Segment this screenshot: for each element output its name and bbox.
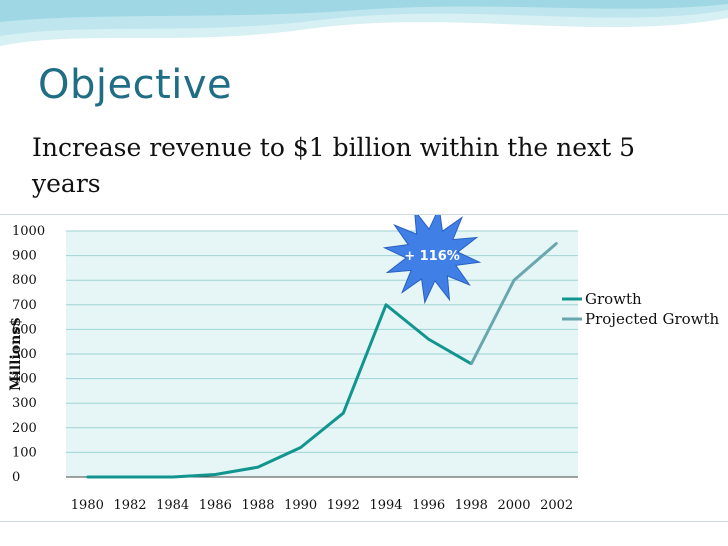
y-tick-label: 600 [12,322,37,337]
x-tick-label: 1994 [369,498,402,513]
callout-label: + 116% [404,249,460,264]
y-tick-label: 1000 [12,224,45,239]
starburst-callout [382,215,482,305]
data-point [256,465,260,469]
y-tick-label: 400 [12,372,37,387]
x-tick-label: 1980 [71,498,104,513]
wave-band-front [0,0,728,22]
legend-label: Growth [585,290,642,308]
y-tick-label: 100 [12,445,37,460]
y-axis-label: Millions$ [8,317,24,391]
y-tick-label: 800 [12,273,37,288]
header-wave-decoration [0,0,728,70]
data-point [384,303,388,306]
data-point [299,446,302,449]
y-tick-label: 0 [12,470,20,485]
series-line-growth [87,303,473,479]
chart-area: 0 100 200 300 400 500 600 700 800 900 1000 1980 1982… [0,214,728,522]
data-point [342,411,345,415]
x-tick-label: 1996 [412,498,445,513]
plot-group: 0 100 200 300 400 500 600 700 800 900 1000 1980 1982… [8,215,720,513]
data-point [427,338,430,341]
y-tick-label: 900 [12,249,37,264]
x-tick-label: 2002 [540,498,573,513]
revenue-line-chart: 0 100 200 300 400 500 600 700 800 900 1000 1980 1982… [8,215,720,513]
y-tick-label: 300 [12,396,37,411]
slide-subtitle: Increase revenue to $1 billion within th… [32,133,636,198]
y-tick-label: 200 [12,421,37,436]
x-tick-label: 1988 [241,498,274,513]
data-point [128,475,132,479]
data-point [214,473,217,476]
x-tick-label: 1992 [327,498,360,513]
data-point [512,279,516,282]
x-tick-label: 1984 [156,498,189,513]
data-point [86,475,89,479]
legend-label: Projected Growth [585,310,720,328]
x-tick-label: 1986 [199,498,232,513]
data-point [171,475,174,479]
x-tick-label: 1982 [113,498,146,513]
data-point [470,362,473,366]
data-point [555,242,558,245]
y-tick-label: 500 [12,347,37,362]
x-tick-label: 2000 [497,498,530,513]
x-tick-label: 1990 [284,498,317,513]
y-tick-label: 700 [12,298,37,313]
slide-title: Objective [38,62,233,108]
x-tick-label: 1998 [455,498,488,513]
